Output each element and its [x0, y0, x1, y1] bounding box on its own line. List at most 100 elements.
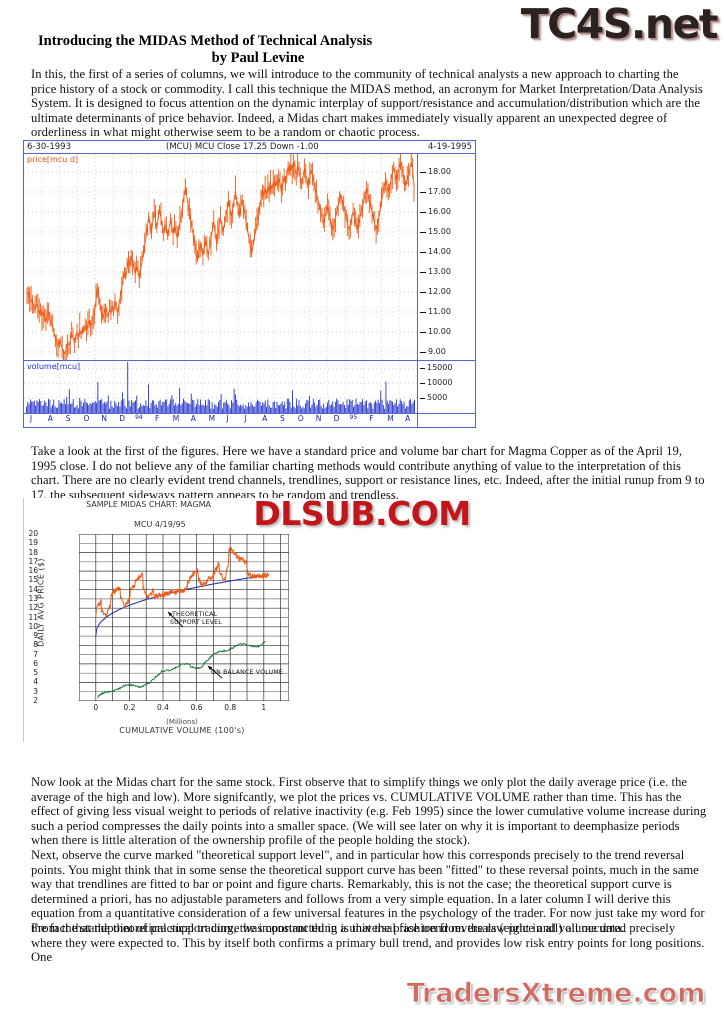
- chart1-month-label: M: [387, 414, 394, 423]
- chart1-end-date: 4-19-1995: [428, 142, 472, 152]
- chart1-volume-tick-mark: [420, 398, 425, 400]
- chart1-month-label: J: [244, 414, 247, 423]
- midas-ytick-label: 17: [28, 556, 38, 566]
- midas-chart-title: SAMPLE MIDAS CHART: MAGMA: [86, 500, 211, 509]
- midas-xtick-label: 0: [93, 703, 99, 712]
- chart1-price-tick-mark: [420, 212, 426, 213]
- daily-avg-price-curve: [95, 546, 270, 618]
- midas-chart-xlabel-secondary: (Millions): [166, 718, 198, 726]
- dlsub-watermark: DLSUB.COM: [253, 493, 472, 534]
- midas-ytick-label: 9: [33, 631, 38, 641]
- chart1-price-label: price[mcu d]: [27, 155, 79, 164]
- on-balance-volume-curve: [97, 640, 266, 698]
- midas-ytick-label: 8: [33, 640, 38, 650]
- chart1-price-tick-mark: [420, 252, 426, 253]
- chart1-price-tick-mark: [420, 332, 426, 333]
- chart1-body: price[mcu d] volume[mcu] J A S O N D 94 F M A M J J A…: [24, 154, 476, 428]
- chart1-price-plot: [24, 154, 417, 360]
- midas-ytick-label: 16: [28, 566, 38, 576]
- chart1-price-tick-label: 13.00: [428, 267, 451, 276]
- chart1-price-tick-mark: [420, 272, 426, 273]
- chart1-header: 6-30-1993 (MCU) MCU Close 17.25 Down -1.…: [24, 141, 475, 154]
- chart1-month-label: M: [172, 414, 180, 423]
- midas-ytick-label: 6: [33, 658, 38, 668]
- title-block: Introducing the MIDAS Method of Technica…: [38, 33, 438, 67]
- midas-ytick-label: 11: [28, 612, 38, 622]
- midas-ytick-label: 18: [28, 547, 38, 557]
- chart1-volume-axis: 15000 10000 5000: [418, 361, 476, 414]
- midas-chart-subtitle: MCU 4/19/95: [134, 520, 186, 529]
- chart1-price-tick-label: 18.00: [428, 167, 451, 176]
- chart1-start-date: 6-30-1993: [27, 142, 71, 152]
- chart1-month-label: A: [190, 414, 196, 423]
- midas-ytick-label: 2: [33, 696, 38, 705]
- tc4s-logo: TC4S.net: [520, 0, 719, 48]
- chart1-price-tick-mark: [420, 312, 426, 313]
- paragraph-trading: From the standpoint of practical trading…: [31, 921, 705, 965]
- chart1-price-tick-mark: [420, 292, 426, 293]
- chart1-month-label: F: [369, 414, 374, 423]
- price-volume-bar-chart: 6-30-1993 (MCU) MCU Close 17.25 Down -1.…: [23, 140, 476, 428]
- chart1-volume-tick-label: 10000: [427, 378, 453, 388]
- chart1-price-tick-mark: [420, 172, 426, 173]
- midas-xtick-label: 0.8: [224, 703, 237, 712]
- author-byline: by Paul Levine: [211, 50, 305, 66]
- chart1-price-tick-label: 17.00: [428, 187, 451, 196]
- midas-ytick-label: 7: [33, 649, 38, 659]
- midas-ytick-label: 13: [28, 593, 38, 603]
- chart1-price-tick-mark: [420, 352, 426, 353]
- midas-chart-xlabel: CUMULATIVE VOLUME (100's): [119, 726, 245, 735]
- chart1-volume-panel: volume[mcu]: [24, 361, 418, 414]
- chart1-price-tick-label: 15.00: [428, 227, 451, 236]
- chart1-symbol-info: (MCU) MCU Close 17.25 Down -1.00: [166, 142, 319, 152]
- chart1-price-tick-label: 14.00: [428, 247, 451, 256]
- chart1-month-label: O: [83, 414, 90, 423]
- chart1-volume-tick-mark: [420, 383, 425, 385]
- chart1-month-label: A: [47, 414, 53, 423]
- chart1-price-tick-mark: [420, 232, 426, 233]
- annotation-theoretical-support-line2: SUPPORT LEVEL: [170, 619, 222, 626]
- chart1-volume-label: volume[mcu]: [27, 362, 81, 371]
- annotation-on-balance-volume: ON BALANCE VOLUME: [211, 669, 283, 676]
- midas-ytick-label: 3: [33, 686, 38, 696]
- chart1-month-axis: J A S O N D 94 F M A M J J A S O N D 95 F M A: [24, 413, 418, 427]
- annotation-theoretical-support-line1: THEORETICAL: [172, 611, 218, 618]
- chart1-month-label: N: [101, 414, 108, 423]
- midas-xtick-label: 0.2: [123, 703, 136, 712]
- chart1-month-label: J: [226, 414, 229, 423]
- tradersxtreme-watermark: TradersXtreme.com: [406, 978, 706, 1010]
- chart1-price-axis: 18.00 17.00 16.00 15.00 14.00 13.00 12.00 11.00…: [418, 154, 476, 361]
- chart1-price-tick-label: 12.00: [428, 287, 451, 296]
- page-title: Introducing the MIDAS Method of Technica…: [38, 33, 373, 49]
- midas-chart: SAMPLE MIDAS CHART: MAGMA MCU 4/19/95 DA…: [23, 498, 306, 742]
- midas-ytick-label: 5: [33, 668, 38, 678]
- chart1-volume-tick-label: 15000: [427, 363, 453, 373]
- chart1-month-label: D: [119, 414, 126, 423]
- chart1-price-tick-label: 11.00: [428, 307, 451, 316]
- chart1-month-label: S: [280, 414, 285, 423]
- midas-xtick-label: 0.4: [157, 703, 169, 712]
- chart1-volume-tick-label: 5000: [427, 393, 448, 403]
- midas-chart-plot: [78, 533, 290, 702]
- midas-xtick-label: 0.6: [190, 703, 203, 712]
- chart1-month-label: A: [262, 414, 268, 423]
- midas-ytick-label: 10: [28, 621, 38, 631]
- midas-ytick-label: 15: [28, 575, 38, 585]
- chart1-month-label: 95: [349, 414, 358, 421]
- midas-ytick-label: 4: [33, 677, 38, 687]
- chart1-month-label: 94: [135, 414, 143, 421]
- chart1-price-panel: price[mcu d]: [24, 154, 418, 361]
- chart1-month-label: J: [29, 414, 33, 423]
- chart1-month-label: D: [333, 414, 340, 423]
- chart1-month-label: F: [155, 414, 160, 423]
- midas-ytick-label: 14: [28, 584, 38, 594]
- midas-ytick-label: 12: [28, 603, 38, 613]
- midas-ytick-label: 20: [28, 529, 38, 538]
- chart1-volume-tick-mark: [420, 368, 425, 370]
- chart1-month-label: M: [208, 414, 216, 423]
- chart1-price-tick-label: 9.00: [428, 347, 446, 356]
- chart1-price-tick-label: 16.00: [428, 207, 451, 216]
- chart1-price-tick-label: 10.00: [428, 327, 451, 336]
- midas-xtick-label: 1: [261, 703, 267, 712]
- chart1-price-tick-mark: [420, 192, 426, 193]
